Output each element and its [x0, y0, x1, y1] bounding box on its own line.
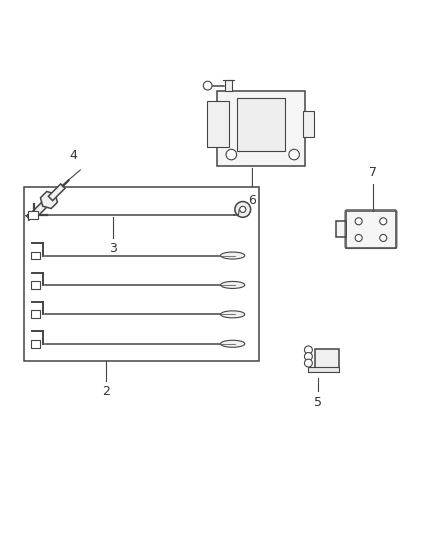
Ellipse shape — [220, 252, 244, 259]
Ellipse shape — [220, 281, 244, 288]
Bar — [302, 111, 313, 137]
Bar — [207, 101, 229, 147]
Circle shape — [203, 81, 212, 90]
Circle shape — [239, 206, 245, 213]
Circle shape — [304, 352, 312, 360]
Bar — [224, 80, 231, 91]
Circle shape — [354, 235, 361, 241]
Text: 4: 4 — [69, 149, 77, 163]
Circle shape — [379, 218, 386, 225]
Circle shape — [288, 149, 299, 160]
Bar — [237, 99, 285, 151]
Bar — [31, 340, 40, 348]
Bar — [217, 91, 304, 166]
Bar — [31, 310, 40, 318]
Bar — [24, 188, 258, 361]
Bar — [307, 367, 338, 372]
Text: 3: 3 — [109, 242, 117, 255]
Circle shape — [304, 359, 312, 367]
Circle shape — [354, 218, 361, 225]
Bar — [345, 211, 395, 248]
Polygon shape — [48, 184, 65, 200]
Bar — [314, 350, 339, 368]
Bar — [336, 221, 345, 237]
Text: 6: 6 — [248, 194, 256, 207]
Polygon shape — [40, 191, 57, 208]
Circle shape — [234, 201, 250, 217]
Bar — [31, 252, 40, 260]
Circle shape — [304, 346, 312, 354]
Bar — [28, 211, 38, 219]
Ellipse shape — [220, 340, 244, 348]
Ellipse shape — [220, 311, 244, 318]
Polygon shape — [31, 199, 50, 218]
Circle shape — [226, 149, 236, 160]
Text: 2: 2 — [102, 385, 110, 398]
Text: 7: 7 — [368, 166, 376, 179]
Bar — [31, 281, 40, 289]
Circle shape — [379, 235, 386, 241]
Text: 5: 5 — [314, 395, 321, 409]
